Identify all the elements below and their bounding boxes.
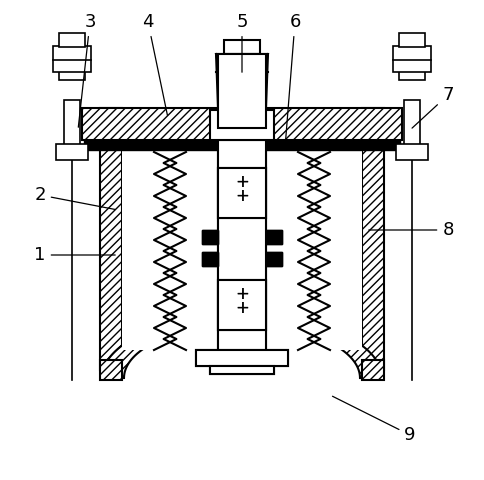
- Text: +: +: [235, 173, 249, 191]
- Bar: [196, 350, 288, 366]
- Bar: [53, 46, 91, 72]
- Bar: [210, 366, 274, 374]
- Text: +: +: [235, 187, 249, 205]
- Text: 8: 8: [369, 221, 454, 239]
- Bar: [218, 168, 266, 218]
- Bar: [266, 252, 282, 266]
- Text: 5: 5: [236, 13, 248, 72]
- Bar: [202, 230, 218, 244]
- Bar: [210, 366, 274, 374]
- Bar: [122, 150, 362, 350]
- Bar: [64, 100, 80, 148]
- Text: 2: 2: [34, 186, 115, 209]
- Bar: [362, 108, 384, 370]
- Text: 1: 1: [34, 246, 115, 264]
- Text: 3: 3: [78, 13, 96, 127]
- Bar: [218, 168, 266, 218]
- Bar: [218, 280, 266, 330]
- Text: +: +: [235, 285, 249, 303]
- Text: 9: 9: [333, 396, 416, 444]
- Bar: [59, 70, 85, 80]
- Polygon shape: [216, 54, 268, 108]
- Text: +: +: [235, 285, 249, 303]
- Bar: [122, 140, 362, 370]
- Bar: [396, 144, 428, 160]
- Bar: [404, 100, 420, 148]
- Bar: [393, 46, 431, 72]
- Bar: [84, 140, 400, 150]
- Bar: [196, 350, 288, 366]
- Bar: [362, 360, 384, 380]
- Bar: [56, 144, 88, 160]
- Text: 7: 7: [412, 86, 454, 128]
- Bar: [266, 230, 282, 244]
- Bar: [266, 252, 282, 266]
- Bar: [399, 33, 425, 47]
- Bar: [100, 108, 122, 370]
- Text: +: +: [235, 187, 249, 205]
- Bar: [266, 230, 282, 244]
- Bar: [224, 40, 260, 54]
- Bar: [399, 70, 425, 80]
- Bar: [218, 140, 266, 368]
- Bar: [82, 108, 402, 140]
- Polygon shape: [102, 315, 382, 378]
- Text: +: +: [235, 299, 249, 317]
- Text: +: +: [235, 173, 249, 191]
- Bar: [202, 252, 218, 266]
- Text: 6: 6: [285, 13, 301, 145]
- Bar: [100, 360, 122, 380]
- Bar: [202, 230, 218, 244]
- Bar: [59, 33, 85, 47]
- Bar: [210, 110, 274, 140]
- Bar: [202, 252, 218, 266]
- Text: 4: 4: [142, 13, 167, 115]
- Bar: [218, 140, 266, 368]
- Text: +: +: [235, 299, 249, 317]
- Bar: [218, 280, 266, 330]
- Bar: [218, 54, 266, 128]
